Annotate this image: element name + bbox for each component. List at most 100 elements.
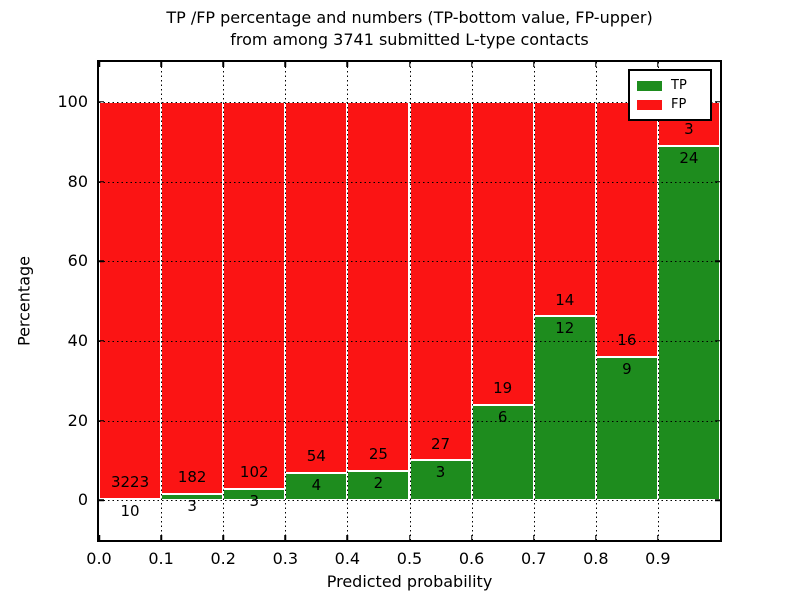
- x-tick-mark: [346, 62, 349, 67]
- tp-bar-segment: [409, 460, 472, 501]
- tp-bar-segment: [595, 356, 658, 501]
- x-tick-label: 0.4: [334, 549, 361, 568]
- x-tick-label: 0.0: [86, 549, 112, 568]
- v-gridline: [533, 62, 535, 540]
- tp-bar-segment: [285, 472, 348, 501]
- x-tick-mark: [160, 535, 162, 540]
- tp-count-label: 3: [187, 496, 197, 515]
- fp-bar-segment: [409, 101, 472, 461]
- fp-count-label: 54: [306, 446, 326, 465]
- fp-count-label: 3223: [110, 473, 150, 492]
- fp-bar-segment: [285, 101, 348, 473]
- y-tick-mark: [715, 180, 720, 183]
- fp-count-label: 16: [617, 331, 637, 350]
- tp-bar-segment: [533, 316, 596, 501]
- v-gridline: [161, 62, 163, 540]
- tp-count-label: 6: [497, 407, 508, 426]
- legend: TP FP: [628, 69, 712, 121]
- y-tick-mark: [715, 419, 720, 422]
- plot-area: 3223 10 182 3 102 3 54 4 25 2 27 3 19 6 14 12 16 9 3 24 TP …: [97, 60, 722, 542]
- fp-bar-segment: [161, 101, 224, 494]
- x-tick-label: 0.8: [583, 549, 609, 568]
- x-tick-label: 0.5: [396, 549, 423, 568]
- fp-count-label: 25: [368, 444, 388, 463]
- v-gridline: [347, 62, 349, 540]
- x-tick-mark: [595, 62, 597, 67]
- x-tick-label: 0.1: [148, 549, 174, 568]
- fp-count-label: 182: [177, 467, 207, 486]
- x-tick-label: 0.9: [645, 549, 671, 568]
- fp-bar-segment: [347, 101, 410, 471]
- x-tick-mark: [222, 535, 224, 540]
- fp-count-label: 3: [684, 120, 694, 139]
- tp-count-label: 4: [311, 475, 322, 494]
- x-tick-mark: [470, 62, 473, 67]
- fp-count-label: 27: [431, 434, 451, 453]
- x-tick-mark: [595, 535, 597, 540]
- x-tick-label: 0.2: [210, 549, 236, 568]
- tp-count-label: 9: [622, 359, 632, 378]
- y-tick-mark: [715, 340, 720, 342]
- x-tick-mark: [532, 62, 535, 67]
- fp-bar-segment: [471, 101, 534, 405]
- y-tick-label: 20: [67, 410, 88, 430]
- y-tick-mark: [99, 499, 104, 501]
- y-tick-labels: 0 20 40 60 80 100: [0, 62, 88, 540]
- y-tick-mark: [715, 260, 720, 262]
- tp-bar-segment: [471, 404, 534, 501]
- y-tick-label: 60: [67, 251, 88, 271]
- tp-count-label: 2: [373, 473, 384, 492]
- legend-row-tp: TP: [637, 76, 703, 95]
- legend-row-fp: FP: [637, 95, 703, 114]
- fp-bar-segment: [223, 101, 286, 489]
- y-tick-mark: [99, 101, 104, 103]
- x-tick-mark: [470, 535, 473, 540]
- tp-count-label: 12: [555, 319, 575, 338]
- fp-bar-segment: [99, 101, 162, 499]
- tp-bar-segment: [657, 146, 720, 501]
- tp-legend-label: TP: [671, 78, 687, 93]
- x-tick-label: 0.3: [272, 549, 299, 568]
- y-tick-mark: [715, 101, 720, 103]
- fp-legend-label: FP: [671, 97, 687, 112]
- chart-title-line1: TP /FP percentage and numbers (TP-bottom…: [166, 8, 653, 27]
- v-gridline: [285, 62, 287, 540]
- x-tick-mark: [657, 535, 659, 540]
- x-tick-mark: [98, 62, 100, 67]
- tp-count-label: 3: [435, 463, 446, 482]
- x-tick-mark: [532, 535, 535, 540]
- x-tick-mark: [160, 62, 162, 67]
- chart-title-line2: from among 3741 submitted L-type contact…: [230, 30, 589, 49]
- y-tick-mark: [99, 260, 104, 262]
- y-tick-mark: [715, 499, 720, 501]
- v-gridline: [223, 62, 225, 540]
- x-tick-mark: [98, 535, 100, 540]
- y-tick-mark: [99, 180, 104, 183]
- chart-title: TP /FP percentage and numbers (TP-bottom…: [97, 7, 722, 51]
- y-tick-mark: [99, 419, 104, 422]
- fp-count-label: 19: [493, 378, 513, 397]
- fp-legend-swatch: [637, 99, 662, 110]
- x-tick-mark: [222, 62, 224, 67]
- fp-bar-segment: [595, 101, 658, 357]
- v-gridline: [409, 62, 411, 540]
- x-tick-label: 0.6: [458, 549, 485, 568]
- y-tick-label: 40: [67, 330, 88, 350]
- v-gridline: [657, 62, 659, 540]
- v-gridline: [471, 62, 473, 540]
- y-tick-label: 0: [77, 490, 88, 510]
- y-tick-label: 80: [67, 171, 88, 191]
- tp-bar-segment: [347, 470, 410, 501]
- tp-count-label: 3: [249, 491, 260, 510]
- x-tick-mark: [346, 535, 349, 540]
- tp-legend-swatch: [637, 80, 662, 91]
- fp-bar-segment: [533, 101, 596, 317]
- tp-count-label: 24: [679, 149, 699, 168]
- tp-count-label: 10: [120, 501, 140, 520]
- x-tick-labels: 0.0 0.1 0.2 0.3 0.4 0.5 0.6 0.7 0.8 0.9: [86, 549, 720, 569]
- fp-count-label: 102: [239, 463, 269, 482]
- x-tick-mark: [408, 62, 411, 67]
- x-tick-mark: [284, 62, 287, 67]
- y-tick-mark: [99, 340, 104, 342]
